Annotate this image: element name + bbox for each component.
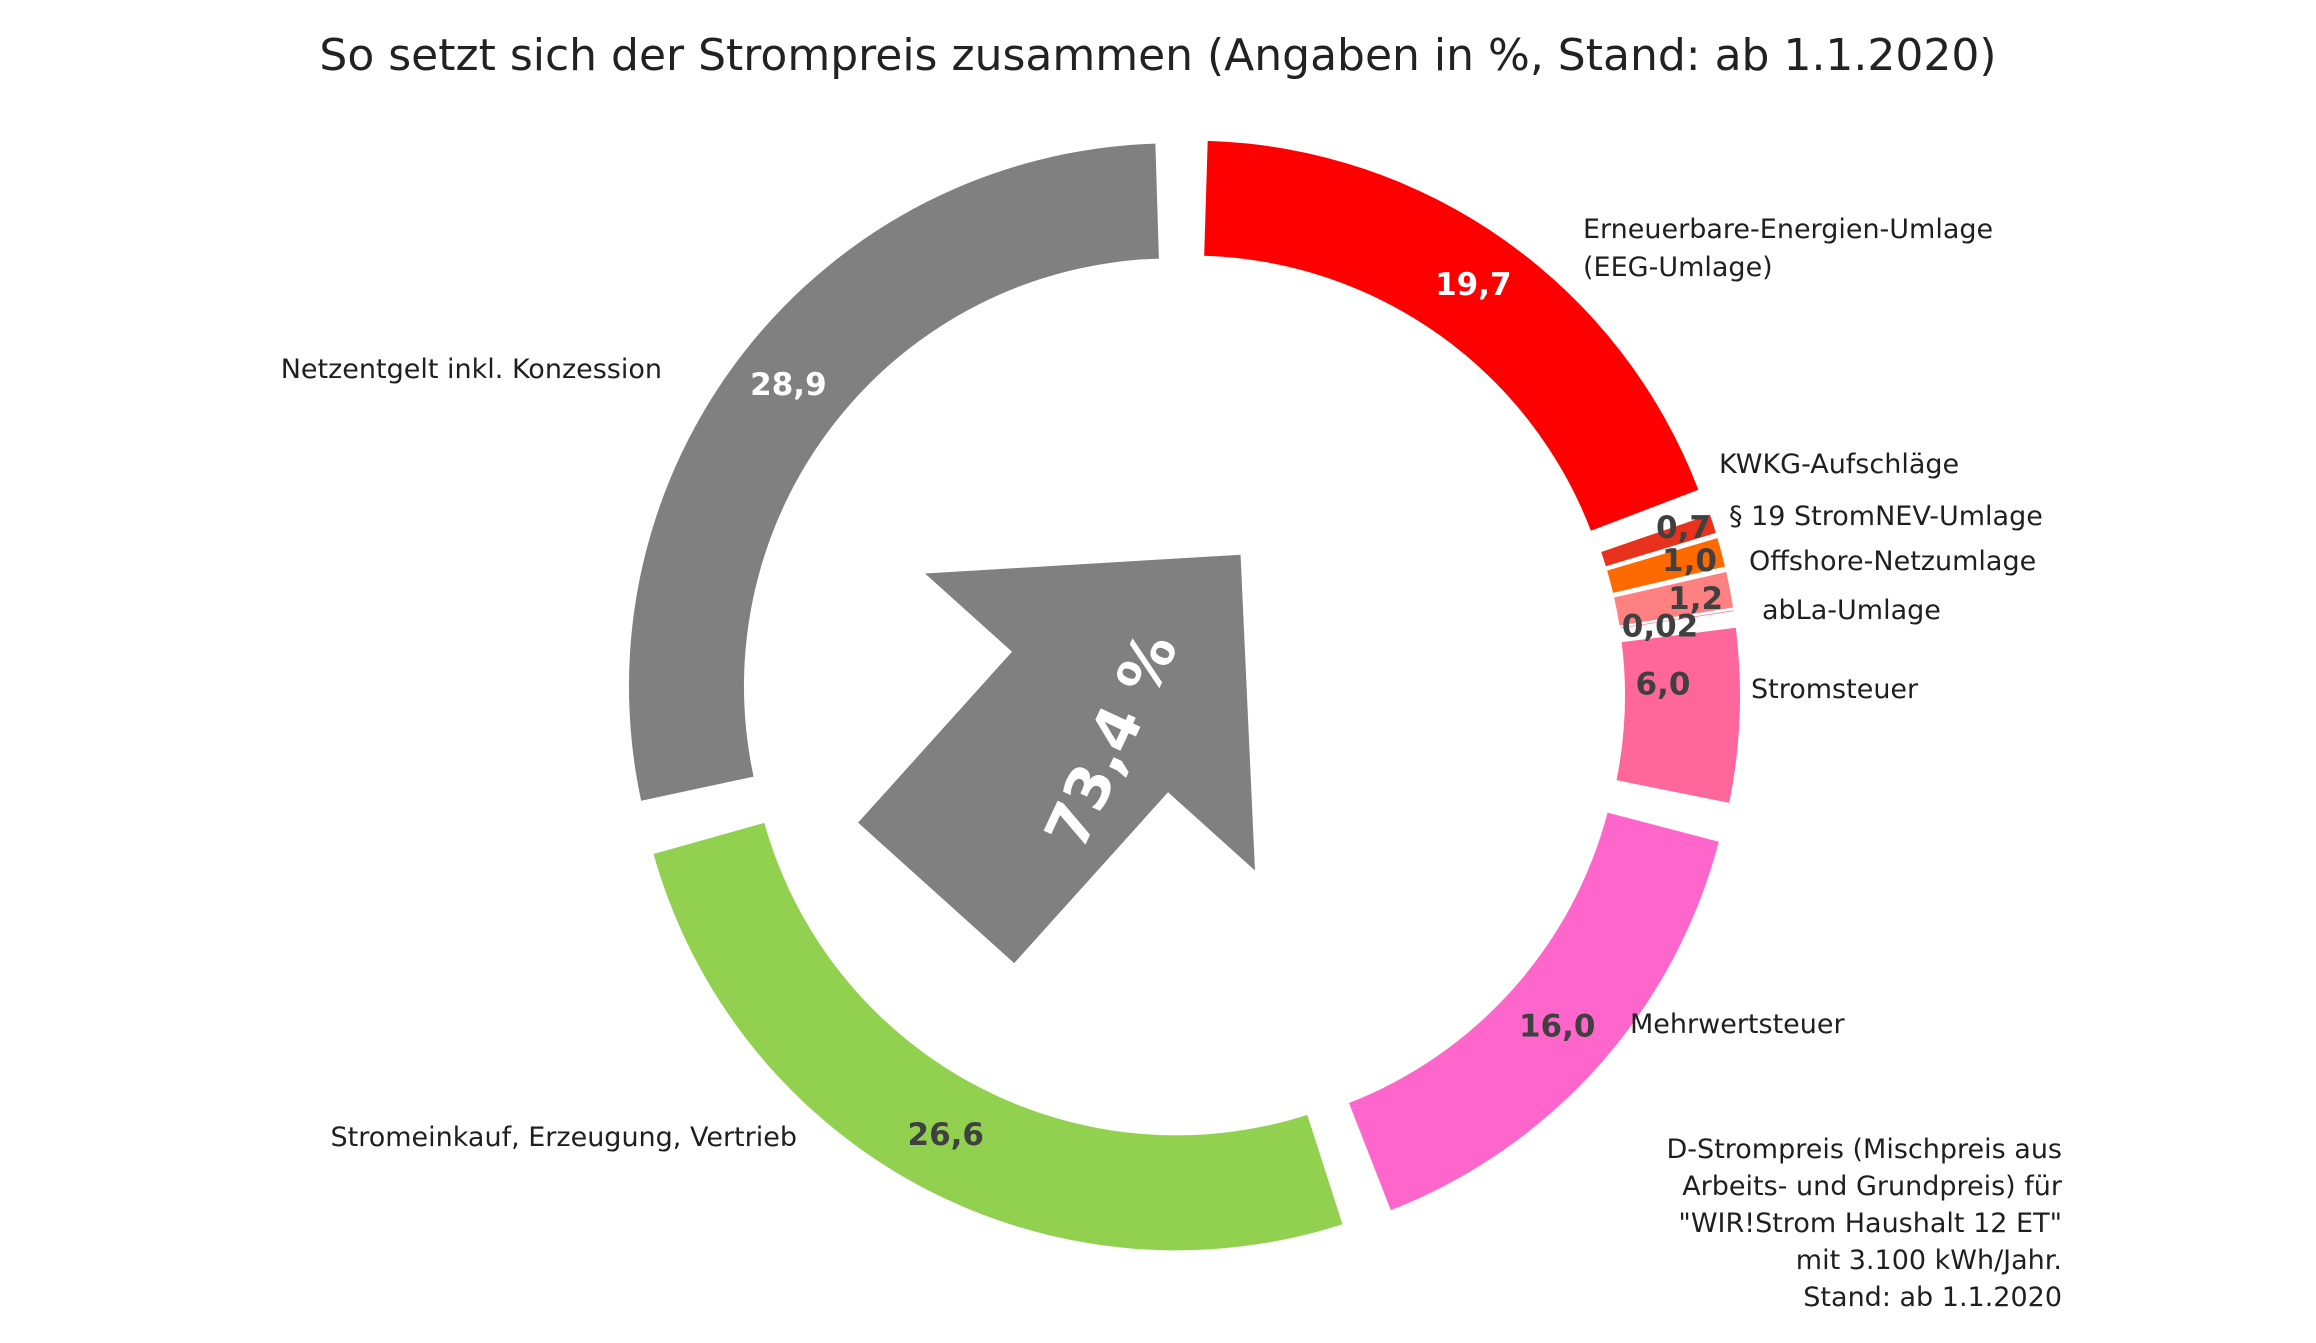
slice-5	[1616, 627, 1740, 803]
slice-3	[1614, 572, 1734, 626]
category-label-8: Netzentgelt inkl. Konzession	[281, 354, 662, 385]
chart-title: So setzt sich der Strompreis zusammen (A…	[319, 30, 1996, 81]
note-text: D-Strompreis (Mischpreis aus Arbeits- und…	[1667, 1134, 2063, 1313]
value-label-3: 1,2	[1668, 581, 1723, 617]
slice-7	[653, 822, 1343, 1251]
value-label-6: 16,0	[1519, 1009, 1596, 1045]
value-label-1: 0,7	[1656, 510, 1711, 546]
category-label-6: Mehrwertsteuer	[1630, 1009, 1845, 1040]
donut-ring	[628, 140, 1740, 1251]
category-label-3: Offshore-Netzumlage	[1749, 546, 2036, 577]
category-label-0: Erneuerbare-Energien-Umlage (EEG-Umlage)	[1583, 214, 1993, 283]
value-label-2: 1,0	[1662, 543, 1717, 579]
slice-6	[1349, 812, 1719, 1211]
category-label-5: Stromsteuer	[1751, 674, 1919, 705]
category-labels: Erneuerbare-Energien-Umlage (EEG-Umlage) K…	[281, 214, 2043, 1153]
value-labels: 19,7 0,71,01,20,02 6,0 16,0 26,6 28,9	[750, 267, 1723, 1153]
value-label-8: 28,9	[750, 367, 827, 403]
slice-2	[1607, 538, 1725, 593]
arrow-shape	[858, 554, 1255, 964]
category-label-1: KWKG-Aufschläge	[1719, 449, 1959, 480]
price-note: D-Strompreis (Mischpreis aus Arbeits- und…	[1667, 1134, 2063, 1313]
value-label-5: 6,0	[1636, 667, 1691, 703]
value-label-4: 0,02	[1622, 609, 1699, 645]
slice-0	[1204, 140, 1699, 531]
slice-8	[628, 143, 1159, 801]
slice-4	[1619, 610, 1734, 629]
category-label-2: § 19 StromNEV-Umlage	[1729, 501, 2043, 532]
slice-1	[1601, 514, 1716, 567]
category-label-4: abLa-Umlage	[1762, 595, 1941, 626]
category-label-7: Stromeinkauf, Erzeugung, Vertrieb	[330, 1122, 797, 1153]
total-arrow: 73,4 %	[858, 554, 1255, 964]
value-label-0: 19,7	[1435, 267, 1512, 303]
value-label-7: 26,6	[908, 1117, 985, 1153]
